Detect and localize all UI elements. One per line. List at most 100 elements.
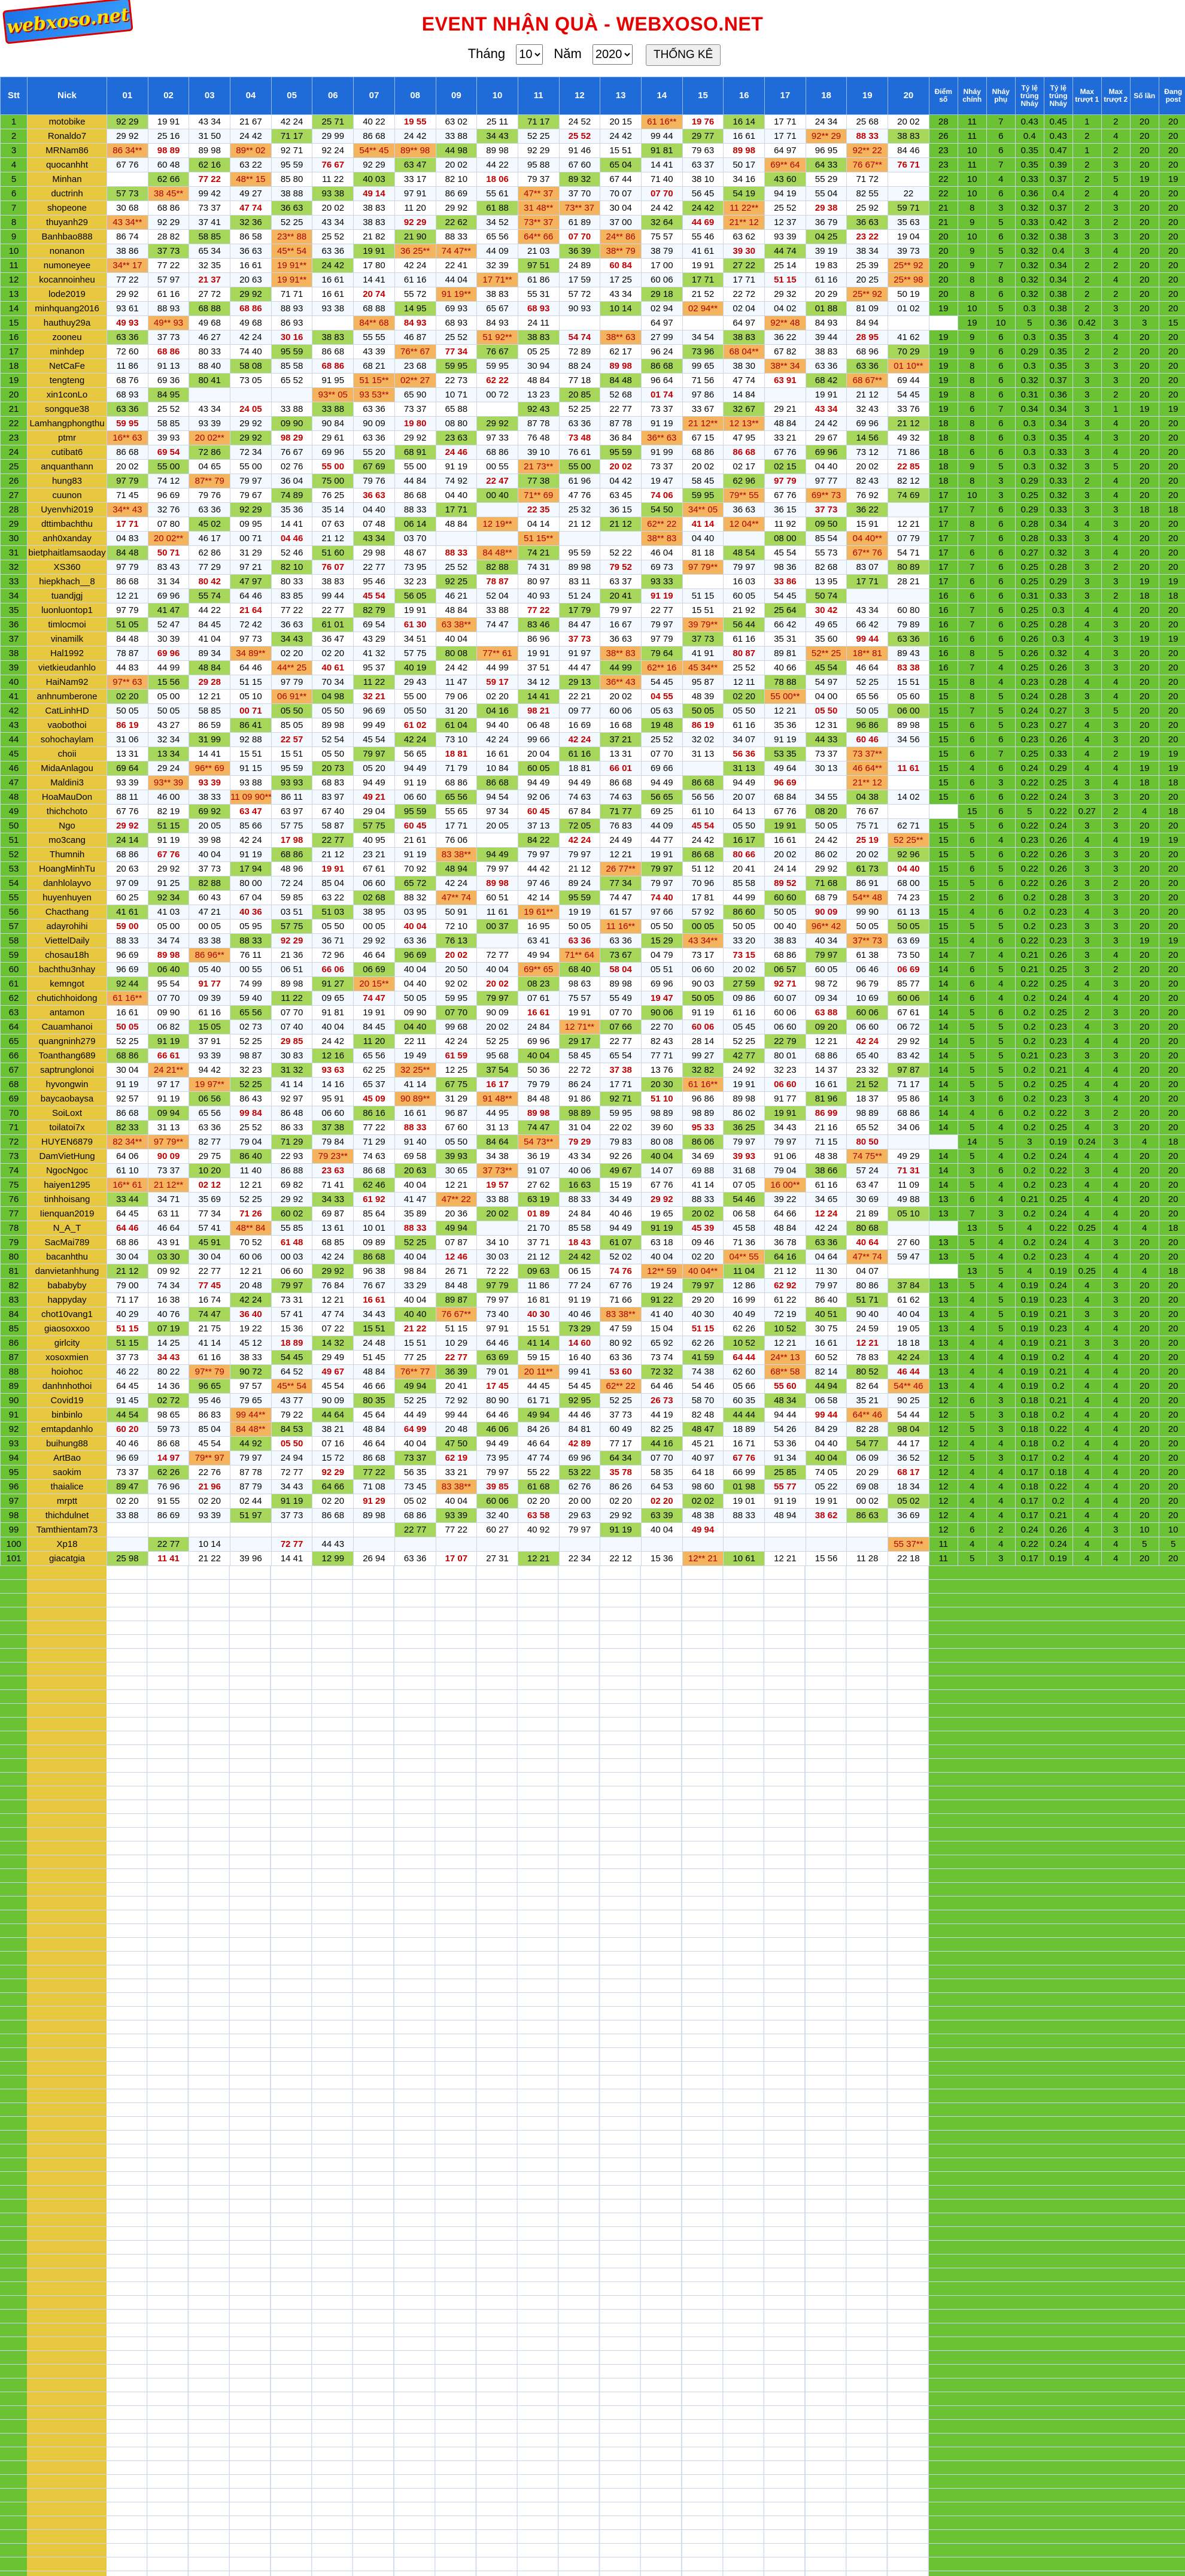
nick-cell[interactable]: MidaAnlagou xyxy=(27,761,107,776)
nick-cell[interactable]: DamVietHung xyxy=(27,1149,107,1164)
nick-cell[interactable]: ArtBao xyxy=(27,1451,107,1466)
nick-cell[interactable]: mrptt xyxy=(27,1494,107,1509)
nick-cell[interactable]: thichdulnet xyxy=(27,1508,107,1523)
nick-cell[interactable]: minhdep xyxy=(27,344,107,359)
nick-cell[interactable]: thuyanh29 xyxy=(27,215,107,230)
nick-cell[interactable]: anhnumberone xyxy=(27,689,107,704)
nick-cell[interactable]: Thumnih xyxy=(27,847,107,862)
nick-cell[interactable]: motobike xyxy=(27,114,107,129)
nick-cell[interactable]: emtapdanhlo xyxy=(27,1422,107,1437)
nick-cell[interactable]: cuunon xyxy=(27,488,107,503)
year-select[interactable]: 2020 xyxy=(592,44,633,65)
nick-cell[interactable]: HoangMinhTu xyxy=(27,861,107,876)
nick-cell[interactable]: bacanhthu xyxy=(27,1249,107,1264)
nick-cell[interactable]: Chacthang xyxy=(27,905,107,920)
nick-cell[interactable]: vietkieudanhlo xyxy=(27,660,107,675)
nick-cell[interactable]: hyvongwin xyxy=(27,1077,107,1092)
stats-submit-button[interactable]: THỐNG KÊ xyxy=(646,44,721,66)
nick-cell[interactable]: bababyby xyxy=(27,1278,107,1293)
nick-cell[interactable]: tengteng xyxy=(27,373,107,388)
nick-cell[interactable]: chutichhoidong xyxy=(27,991,107,1006)
nick-cell[interactable]: numoneyee xyxy=(27,258,107,273)
nick-cell[interactable]: adayrohihi xyxy=(27,919,107,934)
nick-cell[interactable]: ductrinh xyxy=(27,186,107,201)
nick-cell[interactable]: vinamilk xyxy=(27,632,107,647)
nick-cell[interactable]: Iienquan2019 xyxy=(27,1206,107,1221)
nick-cell[interactable]: NgocNgoc xyxy=(27,1163,107,1178)
nick-cell[interactable]: HoaMauDon xyxy=(27,790,107,805)
nick-cell[interactable]: vaobothoi xyxy=(27,718,107,733)
nick-cell[interactable]: girlcity xyxy=(27,1336,107,1351)
nick-cell[interactable]: Cauamhanoi xyxy=(27,1020,107,1034)
nick-cell[interactable]: Hal1992 xyxy=(27,646,107,661)
nick-cell[interactable]: chosau18h xyxy=(27,948,107,963)
nick-cell[interactable]: quangninh279 xyxy=(27,1034,107,1049)
nick-cell[interactable]: timlocmoi xyxy=(27,617,107,632)
nick-cell[interactable]: kocannoinheu xyxy=(27,272,107,287)
nick-cell[interactable]: huyenhuyen xyxy=(27,890,107,905)
nick-cell[interactable]: HaiNam92 xyxy=(27,675,107,690)
nick-cell[interactable]: mo3cang xyxy=(27,833,107,848)
nick-cell[interactable]: chot10vang1 xyxy=(27,1307,107,1322)
nick-cell[interactable]: danhlolayvo xyxy=(27,876,107,891)
nick-cell[interactable]: Ronaldo7 xyxy=(27,129,107,144)
nick-cell[interactable]: thaialice xyxy=(27,1479,107,1494)
nick-cell[interactable]: danhnhothoi xyxy=(27,1379,107,1394)
nick-cell[interactable]: shopeone xyxy=(27,201,107,216)
nick-cell[interactable]: giaosoxxoo xyxy=(27,1321,107,1336)
month-select[interactable]: 10 xyxy=(516,44,543,65)
nick-cell[interactable]: Maldini3 xyxy=(27,775,107,790)
nick-cell[interactable]: Minhan xyxy=(27,172,107,187)
nick-cell[interactable]: xosoxmien xyxy=(27,1350,107,1365)
nick-cell[interactable]: N_A_T xyxy=(27,1221,107,1236)
nick-cell[interactable]: Tamthientam73 xyxy=(27,1522,107,1537)
nick-cell[interactable]: saptrunglonoi xyxy=(27,1063,107,1078)
nick-cell[interactable]: happyday xyxy=(27,1292,107,1307)
nick-cell[interactable]: SoiLoxt xyxy=(27,1106,107,1121)
nick-cell[interactable]: buihung88 xyxy=(27,1436,107,1451)
nick-cell[interactable]: Uyenvhi2019 xyxy=(27,502,107,517)
nick-cell[interactable]: hauthuy29a xyxy=(27,315,107,330)
nick-cell[interactable]: ptmr xyxy=(27,430,107,445)
nick-cell[interactable]: binbinlo xyxy=(27,1407,107,1422)
nick-cell[interactable]: HUYEN6879 xyxy=(27,1134,107,1149)
nick-cell[interactable]: bietphaitlamsaoday xyxy=(27,545,107,560)
nick-cell[interactable]: anh0xanday xyxy=(27,531,107,546)
nick-cell[interactable]: XS360 xyxy=(27,560,107,575)
nick-cell[interactable]: Covid19 xyxy=(27,1393,107,1408)
nick-cell[interactable]: saokim xyxy=(27,1465,107,1480)
nick-cell[interactable]: dttimbachthu xyxy=(27,517,107,532)
nick-cell[interactable]: baycaobaysa xyxy=(27,1091,107,1106)
nick-cell[interactable]: MRNam86 xyxy=(27,143,107,158)
nick-cell[interactable]: thichchoto xyxy=(27,804,107,819)
nick-cell[interactable]: lode2019 xyxy=(27,287,107,302)
nick-cell[interactable]: antamon xyxy=(27,1005,107,1020)
nick-cell[interactable]: Lamhangphongthu xyxy=(27,416,107,431)
nick-cell[interactable]: tinhhoisang xyxy=(27,1192,107,1207)
nick-cell[interactable]: hung83 xyxy=(27,474,107,489)
nick-cell[interactable]: choii xyxy=(27,747,107,761)
nick-cell[interactable]: Ngo xyxy=(27,818,107,833)
nick-cell[interactable]: nonanon xyxy=(27,244,107,259)
nick-cell[interactable]: toilatoi7x xyxy=(27,1120,107,1135)
nick-cell[interactable]: quocanhht xyxy=(27,157,107,172)
nick-cell[interactable]: CatLinhHD xyxy=(27,703,107,718)
nick-cell[interactable]: luonluontop1 xyxy=(27,603,107,618)
nick-cell[interactable]: hoiohoc xyxy=(27,1364,107,1379)
nick-cell[interactable]: cutibat6 xyxy=(27,445,107,460)
nick-cell[interactable]: zooneu xyxy=(27,330,107,345)
nick-cell[interactable]: tuandjgj xyxy=(27,588,107,603)
nick-cell[interactable]: anquanthann xyxy=(27,459,107,474)
nick-cell[interactable]: xin1conLo xyxy=(27,387,107,402)
nick-cell[interactable]: kemngot xyxy=(27,976,107,991)
nick-cell[interactable]: ViettelDaily xyxy=(27,933,107,948)
nick-cell[interactable]: hiepkhach__8 xyxy=(27,574,107,589)
nick-cell[interactable]: sohochaylam xyxy=(27,732,107,747)
nick-cell[interactable]: NetCaFe xyxy=(27,359,107,374)
nick-cell[interactable]: SacMai789 xyxy=(27,1235,107,1250)
nick-cell[interactable]: danvietanhhung xyxy=(27,1264,107,1279)
nick-cell[interactable]: haiyen1295 xyxy=(27,1178,107,1193)
nick-cell[interactable]: songque38 xyxy=(27,402,107,417)
nick-cell[interactable]: Banhbao888 xyxy=(27,229,107,244)
nick-cell[interactable]: Xp18 xyxy=(27,1537,107,1552)
